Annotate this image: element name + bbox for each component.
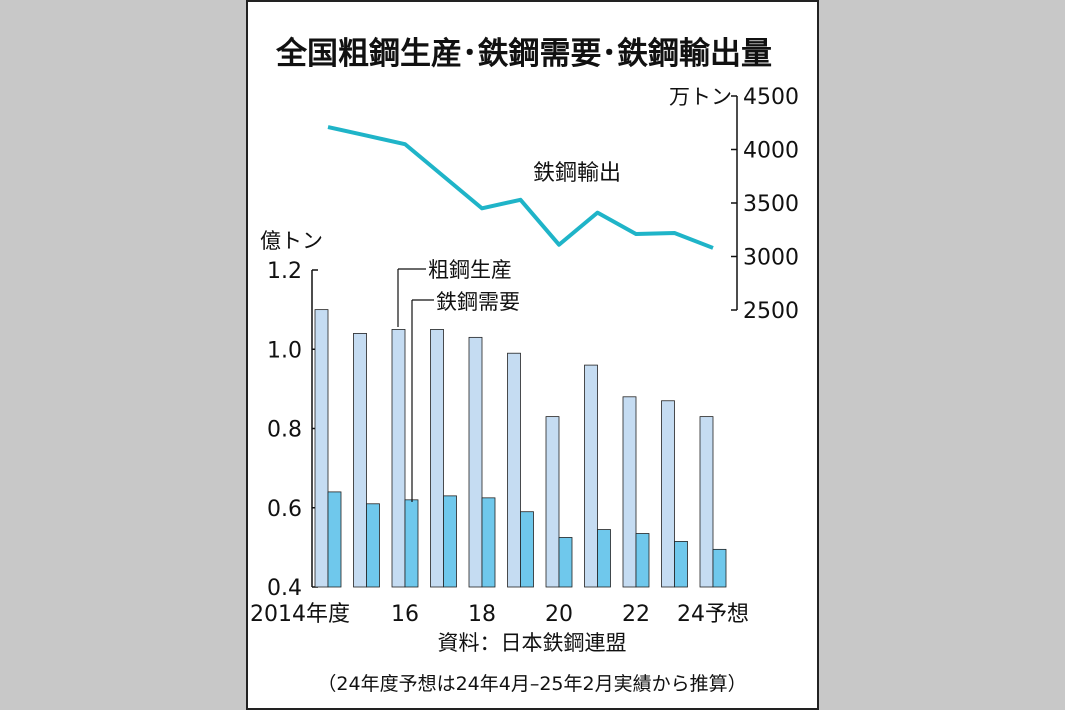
bar-production: [353, 332, 367, 588]
right-axis: 2500 3000 3500 4000 4500: [731, 85, 799, 324]
right-axis-tick-label: 4500: [743, 85, 799, 110]
left-axis-tick-label: 1.0: [267, 338, 302, 363]
chart-title: 全国粗鋼生産･鉄鋼需要･鉄鋼輸出量: [275, 36, 772, 72]
right-axis-tick-label: 2500: [743, 299, 799, 324]
left-axis-tick-label: 1.2: [267, 259, 302, 284]
chart-panel: 全国粗鋼生産･鉄鋼需要･鉄鋼輸出量 万トン 億トン 0.4 0.6 0.8 1.0 1.…: [246, 0, 819, 710]
bar-production: [584, 364, 598, 588]
export-line-group: [327, 125, 714, 250]
series-label-export: 鉄鋼輸出: [533, 161, 621, 186]
bar-production: [391, 329, 406, 588]
bar-demand: [635, 533, 650, 588]
bar-production: [545, 416, 560, 588]
right-axis-tick-label: 4000: [743, 139, 799, 164]
bar-demand: [520, 511, 534, 588]
left-axis-tick-label: 0.6: [267, 497, 302, 522]
left-axis-tick-label: 0.4: [267, 576, 302, 601]
x-tick-label: 24予想: [677, 602, 749, 627]
bar-production: [622, 396, 637, 588]
left-axis-tick-label: 0.8: [267, 418, 302, 443]
x-tick-label: 22: [622, 602, 650, 627]
x-tick-label: 2014年度: [250, 602, 350, 627]
bar-demand: [404, 499, 419, 588]
export-line: [327, 125, 714, 250]
left-axis-unit: 億トン: [260, 229, 323, 253]
bar-demand: [674, 541, 688, 588]
bar-demand: [597, 529, 611, 588]
bars-group: [314, 309, 727, 588]
bar-demand: [443, 495, 457, 588]
x-tick-label: 16: [391, 602, 419, 627]
bar-demand: [366, 503, 380, 588]
bar-production: [699, 416, 714, 588]
bar-demand: [327, 491, 342, 588]
series-label-demand: 鉄鋼需要: [436, 290, 520, 314]
right-axis-unit: 万トン: [669, 85, 732, 109]
bar-production: [430, 329, 444, 588]
source-note: 資料：日本鉄鋼連盟: [438, 631, 627, 655]
right-axis-tick-label: 3000: [743, 246, 799, 271]
chart-svg: 全国粗鋼生産･鉄鋼需要･鉄鋼輸出量 万トン 億トン 0.4 0.6 0.8 1.0 1.…: [250, 36, 799, 695]
right-axis-tick-label: 3500: [743, 192, 799, 217]
bar-demand: [558, 537, 573, 588]
series-label-production: 粗鋼生産: [428, 258, 512, 282]
x-tick-label: 18: [468, 602, 496, 627]
x-axis-ticks: 2014年度 16 18 20 22 24予想: [250, 602, 749, 627]
footnote: （24年度予想は24年4月–25年2月実績から推算）: [317, 673, 746, 695]
bar-demand: [481, 497, 496, 588]
bar-demand: [712, 548, 727, 588]
bar-production: [661, 400, 675, 588]
x-tick-label: 20: [545, 602, 573, 627]
bar-production: [507, 352, 521, 588]
bar-production: [468, 336, 483, 588]
left-axis: 0.4 0.6 0.8 1.0 1.2: [267, 259, 318, 601]
bar-production: [314, 309, 329, 588]
